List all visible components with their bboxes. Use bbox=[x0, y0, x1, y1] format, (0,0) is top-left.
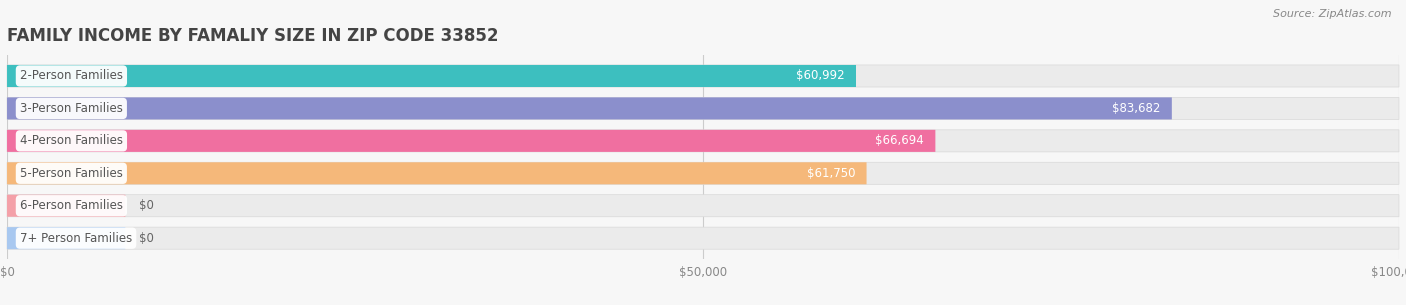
Text: $66,694: $66,694 bbox=[876, 135, 924, 147]
Text: 5-Person Families: 5-Person Families bbox=[20, 167, 122, 180]
Text: Source: ZipAtlas.com: Source: ZipAtlas.com bbox=[1274, 9, 1392, 19]
Text: $83,682: $83,682 bbox=[1112, 102, 1161, 115]
Text: FAMILY INCOME BY FAMALIY SIZE IN ZIP CODE 33852: FAMILY INCOME BY FAMALIY SIZE IN ZIP COD… bbox=[7, 27, 499, 45]
FancyBboxPatch shape bbox=[7, 130, 935, 152]
Text: $0: $0 bbox=[139, 232, 155, 245]
FancyBboxPatch shape bbox=[7, 227, 1399, 249]
FancyBboxPatch shape bbox=[7, 227, 125, 249]
Text: 3-Person Families: 3-Person Families bbox=[20, 102, 122, 115]
FancyBboxPatch shape bbox=[7, 97, 1171, 120]
FancyBboxPatch shape bbox=[7, 65, 1399, 87]
Text: 4-Person Families: 4-Person Families bbox=[20, 135, 122, 147]
Text: $61,750: $61,750 bbox=[807, 167, 855, 180]
Text: 7+ Person Families: 7+ Person Families bbox=[20, 232, 132, 245]
FancyBboxPatch shape bbox=[7, 65, 856, 87]
FancyBboxPatch shape bbox=[7, 97, 1399, 120]
Text: $60,992: $60,992 bbox=[796, 70, 845, 82]
Text: 2-Person Families: 2-Person Families bbox=[20, 70, 122, 82]
FancyBboxPatch shape bbox=[7, 195, 125, 217]
FancyBboxPatch shape bbox=[7, 162, 1399, 184]
Text: $0: $0 bbox=[139, 199, 155, 212]
FancyBboxPatch shape bbox=[7, 130, 1399, 152]
FancyBboxPatch shape bbox=[7, 195, 1399, 217]
Text: 6-Person Families: 6-Person Families bbox=[20, 199, 122, 212]
FancyBboxPatch shape bbox=[7, 162, 866, 184]
